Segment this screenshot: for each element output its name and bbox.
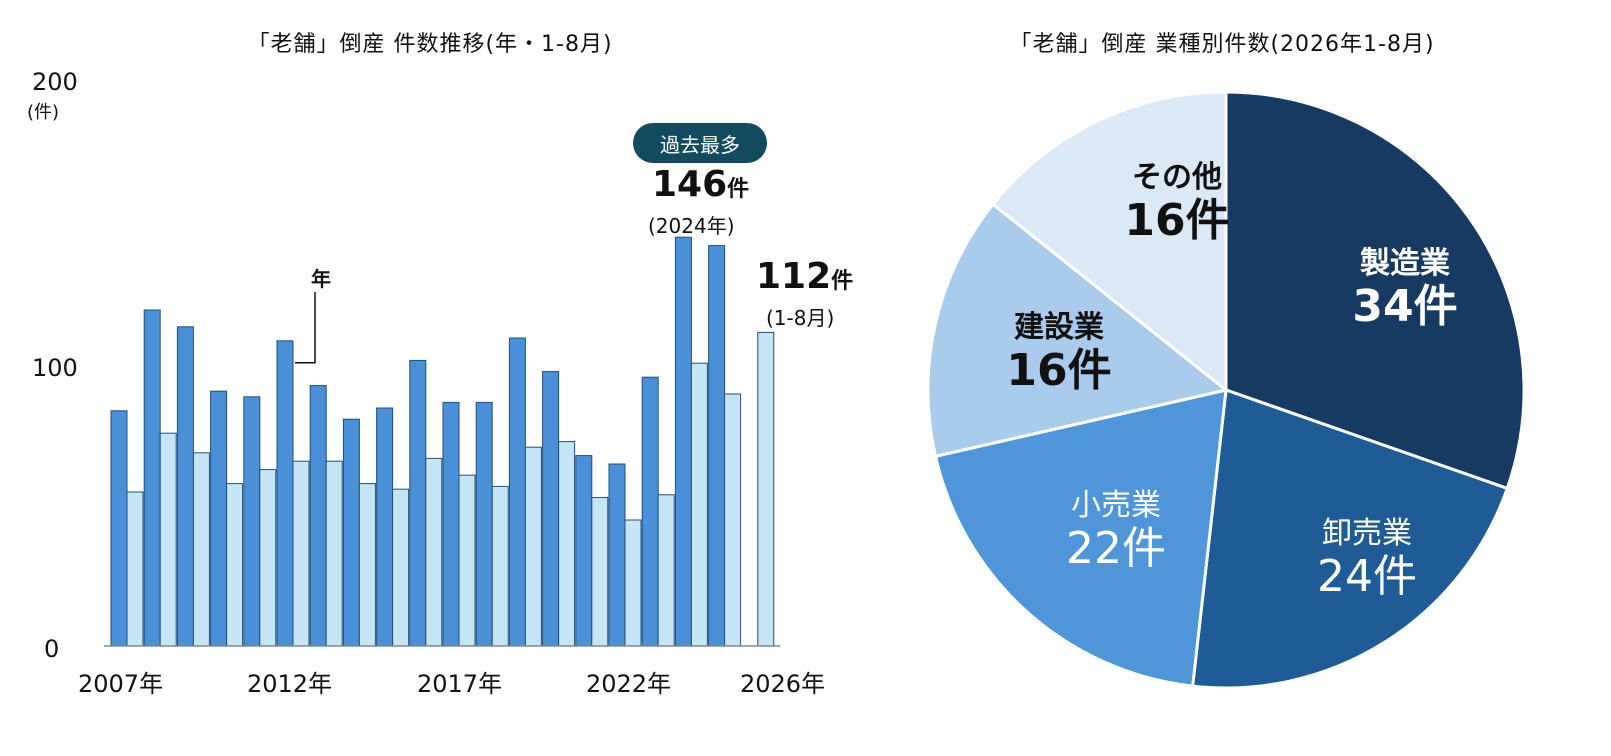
bar-jan-aug-2016 bbox=[425, 457, 443, 647]
bar-jan-aug-2015 bbox=[392, 488, 410, 647]
bar-jan-aug-2007 bbox=[126, 491, 144, 647]
x-tick-label: 2026年 bbox=[740, 670, 826, 698]
bar-jan-aug-2026 bbox=[757, 331, 775, 647]
bar-annual-2007 bbox=[110, 410, 128, 647]
annotation-leader-line bbox=[295, 292, 316, 364]
pie-label-construction: 建設業 16件 bbox=[1006, 302, 1111, 396]
bar-annual-2021 bbox=[575, 455, 593, 647]
bar-jan-aug-2020 bbox=[558, 441, 576, 647]
bar-jan-aug-2024 bbox=[690, 362, 708, 647]
slice-name: その他 bbox=[1131, 160, 1222, 195]
bar-jan-aug-2025 bbox=[724, 393, 742, 647]
x-tick-label: 2007年 bbox=[78, 670, 164, 698]
pie-slice-5 bbox=[990, 90, 1228, 394]
bar-annual-2017 bbox=[442, 401, 460, 647]
bar-jan-aug-2010 bbox=[226, 483, 244, 647]
bar-jan-aug-2019 bbox=[524, 446, 542, 647]
y-tick-100: 100 bbox=[32, 354, 78, 382]
latest-period-label: (1-8月) bbox=[766, 306, 835, 330]
bar-annual-2016 bbox=[409, 359, 427, 647]
bar-annual-2020 bbox=[542, 371, 560, 647]
bar-annual-2022 bbox=[608, 463, 626, 647]
bar-jan-aug-2009 bbox=[192, 452, 210, 647]
pie-slice-4 bbox=[926, 202, 1230, 459]
bar-annual-2009 bbox=[176, 326, 194, 647]
slice-name: 製造業 bbox=[1359, 246, 1450, 281]
bar-jan-aug-2011 bbox=[259, 469, 277, 647]
y-tick-200: 200 bbox=[32, 68, 78, 96]
latest-value-label: 112件 bbox=[756, 256, 853, 297]
max-value-unit: 件 bbox=[727, 177, 750, 202]
bar-annual-2008 bbox=[143, 309, 161, 647]
slice-count: 16件 bbox=[1124, 195, 1230, 246]
bar-jan-aug-2013 bbox=[325, 460, 343, 647]
x-tick-label: 2017年 bbox=[417, 670, 503, 698]
slice-name: 建設業 bbox=[1013, 310, 1104, 345]
bar-annual-2014 bbox=[342, 418, 360, 647]
bar-annual-2018 bbox=[475, 401, 493, 647]
bar-annual-2024 bbox=[674, 236, 692, 647]
pie-slice-1 bbox=[1224, 90, 1526, 491]
bar-jan-aug-2008 bbox=[159, 432, 177, 647]
slice-count: 16件 bbox=[1006, 345, 1112, 396]
bar-annual-2012 bbox=[276, 340, 294, 647]
pie-label-wholesale: 卸売業 24件 bbox=[1317, 508, 1417, 602]
max-value: 146 bbox=[652, 164, 728, 205]
max-value-label: 146件 bbox=[652, 164, 749, 205]
bar-jan-aug-2022 bbox=[624, 519, 642, 647]
bar-chart-title: 「老舗」倒産 件数推移(年・1-8月) bbox=[247, 32, 613, 57]
series-annual-label: 年 bbox=[311, 267, 331, 291]
bar-annual-2025 bbox=[708, 245, 726, 647]
slice-count: 24件 bbox=[1317, 551, 1417, 602]
bar-annual-2015 bbox=[376, 407, 394, 647]
latest-value-unit: 件 bbox=[831, 269, 854, 294]
bar-jan-aug-2012 bbox=[292, 460, 310, 647]
pie-slice-2 bbox=[1190, 387, 1510, 690]
pie-label-retail: 小売業 22件 bbox=[1066, 480, 1166, 574]
record-high-badge: 過去最多 bbox=[633, 123, 767, 163]
bar-annual-2011 bbox=[243, 396, 261, 647]
bar-jan-aug-2018 bbox=[491, 485, 509, 647]
bar-jan-aug-2021 bbox=[591, 497, 609, 647]
slice-name: 小売業 bbox=[1071, 488, 1161, 523]
bar-jan-aug-2014 bbox=[358, 483, 376, 647]
x-tick-label: 2022年 bbox=[586, 670, 672, 698]
y-axis-unit: (件) bbox=[27, 102, 60, 123]
bar-annual-2010 bbox=[210, 390, 228, 647]
bar-jan-aug-2023 bbox=[657, 494, 675, 647]
x-tick-label: 2012年 bbox=[247, 670, 333, 698]
bar-annual-2013 bbox=[309, 385, 327, 647]
latest-value: 112 bbox=[756, 256, 832, 297]
pie-slice-3 bbox=[933, 388, 1228, 688]
slice-name: 卸売業 bbox=[1322, 516, 1412, 551]
max-year-label: (2024年) bbox=[648, 214, 735, 238]
y-tick-0: 0 bbox=[44, 635, 60, 663]
bar-jan-aug-2017 bbox=[458, 474, 476, 647]
slice-count: 34件 bbox=[1352, 281, 1458, 332]
bar-annual-2023 bbox=[641, 376, 659, 647]
bar-annual-2019 bbox=[508, 337, 526, 647]
pie-label-other: その他 16件 bbox=[1124, 152, 1229, 246]
pie-label-manufacturing: 製造業 34件 bbox=[1352, 238, 1457, 332]
pie-chart-title: 「老舗」倒産 業種別件数(2026年1-8月) bbox=[1009, 32, 1435, 57]
slice-count: 22件 bbox=[1066, 523, 1166, 574]
